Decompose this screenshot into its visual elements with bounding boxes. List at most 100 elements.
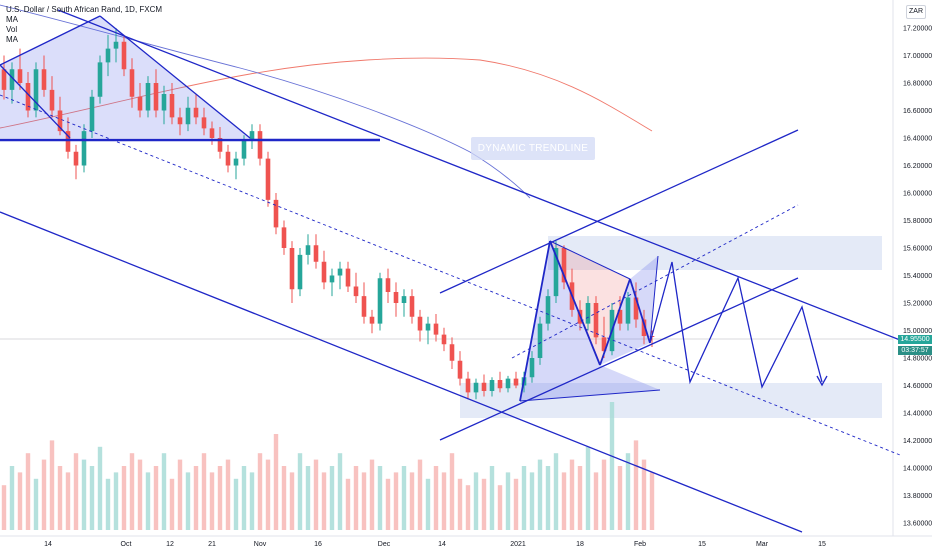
dynamic-trendline-annotation[interactable]: DYNAMIC TRENDLINE (471, 137, 595, 160)
xabcd-bc (599, 278, 631, 366)
candle-body (425, 323, 431, 331)
candle-body (1, 69, 7, 90)
time-tick-label: 15 (698, 541, 706, 548)
candle-body (473, 382, 479, 393)
volume-bar (385, 478, 391, 530)
candle-body (65, 131, 71, 152)
xabcd-top (549, 240, 631, 280)
time-tick-label: 18 (576, 541, 584, 548)
volume-bar (457, 478, 463, 530)
volume-bar (297, 453, 303, 530)
candle-body (145, 83, 151, 111)
volume-bar (97, 446, 103, 530)
price-tick-label: 14.20000 (903, 438, 932, 445)
volume-bar (377, 466, 383, 530)
price-tick-label: 15.80000 (903, 218, 932, 225)
time-tick-label: Nov (254, 541, 267, 548)
candle-body (337, 268, 343, 276)
volume-bar (649, 472, 655, 530)
candle-body (57, 110, 63, 132)
volume-bar (433, 466, 439, 530)
candle-body (137, 96, 143, 111)
volume-bar (177, 459, 183, 530)
volume-bar (529, 472, 535, 530)
volume-bar (81, 459, 87, 530)
price-tick-label: 14.00000 (903, 466, 932, 473)
candle-body (17, 69, 23, 83)
ascending-channel-mid (511, 204, 799, 359)
volume-bar (601, 459, 607, 530)
resistance-zone (548, 236, 882, 270)
volume-bar (273, 434, 279, 530)
candle-body (449, 344, 455, 361)
candle-body (505, 378, 511, 389)
channel-midline (0, 94, 901, 456)
candle-body (121, 41, 127, 70)
xabcd-ab (549, 240, 601, 366)
candle-body (225, 151, 231, 166)
volume-bar (289, 472, 295, 530)
time-tick-label: Mar (756, 541, 769, 548)
volume-bar (41, 459, 47, 530)
currency-badge[interactable]: ZAR (906, 5, 926, 19)
price-tick-label: 16.80000 (903, 81, 932, 88)
hs-left-shoulder (0, 64, 71, 139)
volume-bar (401, 466, 407, 530)
candle-body (593, 303, 599, 338)
xabcd-tip (649, 255, 659, 344)
volume-bar (233, 478, 239, 530)
candle-body (105, 48, 111, 63)
volume-bar (537, 459, 543, 530)
candle-body (353, 286, 359, 297)
volume-bar (625, 453, 631, 530)
candle-body (177, 117, 183, 125)
time-tick-label: 21 (208, 541, 216, 548)
candle-body (161, 94, 167, 111)
time-tick-label: 14 (44, 541, 52, 548)
candle-body (625, 297, 631, 324)
price-tick-label: 14.60000 (903, 383, 932, 390)
volume-bar (49, 440, 55, 530)
candle-body (617, 309, 623, 324)
volume-bar (209, 472, 215, 530)
volume-bar (153, 466, 159, 530)
candle-body (529, 358, 535, 378)
candle-body (33, 69, 39, 111)
xabcd-cd (629, 278, 651, 344)
candle-body (633, 297, 639, 320)
price-tick-label: 16.60000 (903, 108, 932, 115)
candle-body (193, 107, 199, 118)
volume-bar (137, 459, 143, 530)
candle-body (49, 89, 55, 111)
volume-bar (321, 472, 327, 530)
volume-bar (73, 453, 79, 530)
volume-bar (169, 478, 175, 530)
volume-bar (561, 472, 567, 530)
candle-body (241, 140, 247, 159)
candle-body (393, 292, 399, 303)
candle-body (433, 323, 439, 335)
time-tick-label: 15 (818, 541, 826, 548)
price-tick-label: 13.80000 (903, 493, 932, 500)
candle-body (321, 261, 327, 283)
legend-ma-1: MA (6, 15, 18, 24)
volume-bar (265, 459, 271, 530)
candle-body (361, 296, 367, 317)
volume-bar (481, 478, 487, 530)
volume-bar (185, 472, 191, 530)
volume-bar (313, 459, 319, 530)
candle-body (257, 131, 263, 159)
bar-countdown-label: 03:37:57 (898, 346, 932, 355)
volume-bar (217, 466, 223, 530)
volume-bar (593, 472, 599, 530)
volume-bar (641, 459, 647, 530)
volume-bar (633, 440, 639, 530)
time-tick-label: Feb (634, 541, 646, 548)
volume-bar (393, 472, 399, 530)
price-tick-label: 14.80000 (903, 356, 932, 363)
legend-symbol: U.S. Dollar / South African Rand, 1D, FX… (6, 5, 163, 14)
time-tick-label: 12 (166, 541, 174, 548)
candle-body (313, 245, 319, 262)
